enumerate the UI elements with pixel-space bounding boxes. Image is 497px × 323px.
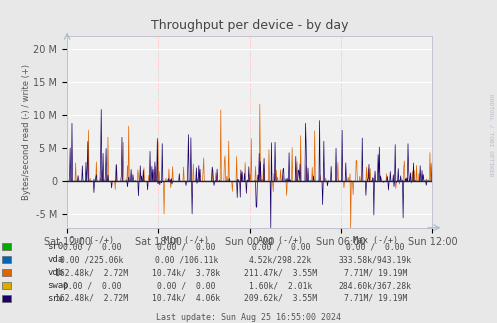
Text: srv: srv (47, 294, 63, 303)
Title: Throughput per device - by day: Throughput per device - by day (151, 19, 348, 32)
Text: swap: swap (47, 281, 69, 290)
Text: 7.71M/ 19.19M: 7.71M/ 19.19M (343, 294, 407, 303)
Text: Max (-/+): Max (-/+) (353, 236, 398, 245)
Y-axis label: Bytes/second read (-) / write (+): Bytes/second read (-) / write (+) (21, 64, 31, 200)
Text: 4.52k/298.22k: 4.52k/298.22k (249, 255, 313, 264)
Text: vdb: vdb (47, 268, 63, 277)
Text: 0.00 /  0.00: 0.00 / 0.00 (346, 242, 405, 251)
Text: Last update: Sun Aug 25 16:55:00 2024: Last update: Sun Aug 25 16:55:00 2024 (156, 313, 341, 322)
Text: 0.00 /  0.00: 0.00 / 0.00 (63, 242, 121, 251)
Text: 333.58k/943.19k: 333.58k/943.19k (338, 255, 412, 264)
Text: 0.00 /  0.00: 0.00 / 0.00 (157, 242, 216, 251)
Text: sr0: sr0 (47, 242, 63, 251)
Text: Cur (-/+): Cur (-/+) (70, 236, 114, 245)
Text: 10.74k/  4.06k: 10.74k/ 4.06k (152, 294, 221, 303)
Text: Min (-/+): Min (-/+) (164, 236, 209, 245)
Text: 162.48k/  2.72M: 162.48k/ 2.72M (55, 294, 129, 303)
Text: 0.00 /225.06k: 0.00 /225.06k (60, 255, 124, 264)
Text: 0.00 /106.11k: 0.00 /106.11k (155, 255, 218, 264)
Text: 162.48k/  2.72M: 162.48k/ 2.72M (55, 268, 129, 277)
Text: vda: vda (47, 255, 63, 264)
Text: RRDTOOL / TOBI OETIKER: RRDTOOL / TOBI OETIKER (488, 94, 493, 177)
Text: 10.74k/  3.78k: 10.74k/ 3.78k (152, 268, 221, 277)
Text: 284.60k/367.28k: 284.60k/367.28k (338, 281, 412, 290)
Text: 7.71M/ 19.19M: 7.71M/ 19.19M (343, 268, 407, 277)
Text: 0.00 /  0.00: 0.00 / 0.00 (251, 242, 310, 251)
Text: 0.00 /  0.00: 0.00 / 0.00 (63, 281, 121, 290)
Text: 1.60k/  2.01k: 1.60k/ 2.01k (249, 281, 313, 290)
Text: 209.62k/  3.55M: 209.62k/ 3.55M (244, 294, 318, 303)
Text: 0.00 /  0.00: 0.00 / 0.00 (157, 281, 216, 290)
Text: Avg (-/+): Avg (-/+) (258, 236, 303, 245)
Text: 211.47k/  3.55M: 211.47k/ 3.55M (244, 268, 318, 277)
